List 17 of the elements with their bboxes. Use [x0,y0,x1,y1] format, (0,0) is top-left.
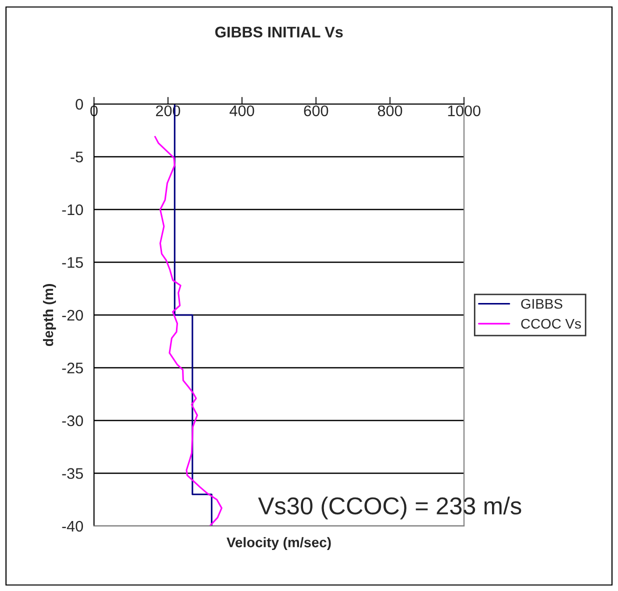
chart-title: GIBBS INITIAL Vs [215,26,343,38]
y-axis-title: depth (m) [43,284,56,346]
x-axis-title: Velocity (m/sec) [226,537,331,550]
legend-label: GIBBS [521,298,562,309]
y-tick-label: -20 [62,310,83,321]
line-series [154,136,222,526]
y-tick-label: -30 [62,415,83,426]
y-tick-label: -25 [62,362,83,374]
y-tick-label: -5 [70,152,83,162]
y-tick-label: -35 [62,468,83,479]
x-tick-label: 600 [304,105,328,116]
x-tick-label: 400 [230,105,254,116]
x-tick-label: 800 [378,105,402,116]
y-tick-label: -15 [62,257,83,268]
y-tick-label: -10 [62,204,83,216]
y-tick-label: -40 [62,520,83,532]
legend-label: CCOC Vs [521,318,581,329]
